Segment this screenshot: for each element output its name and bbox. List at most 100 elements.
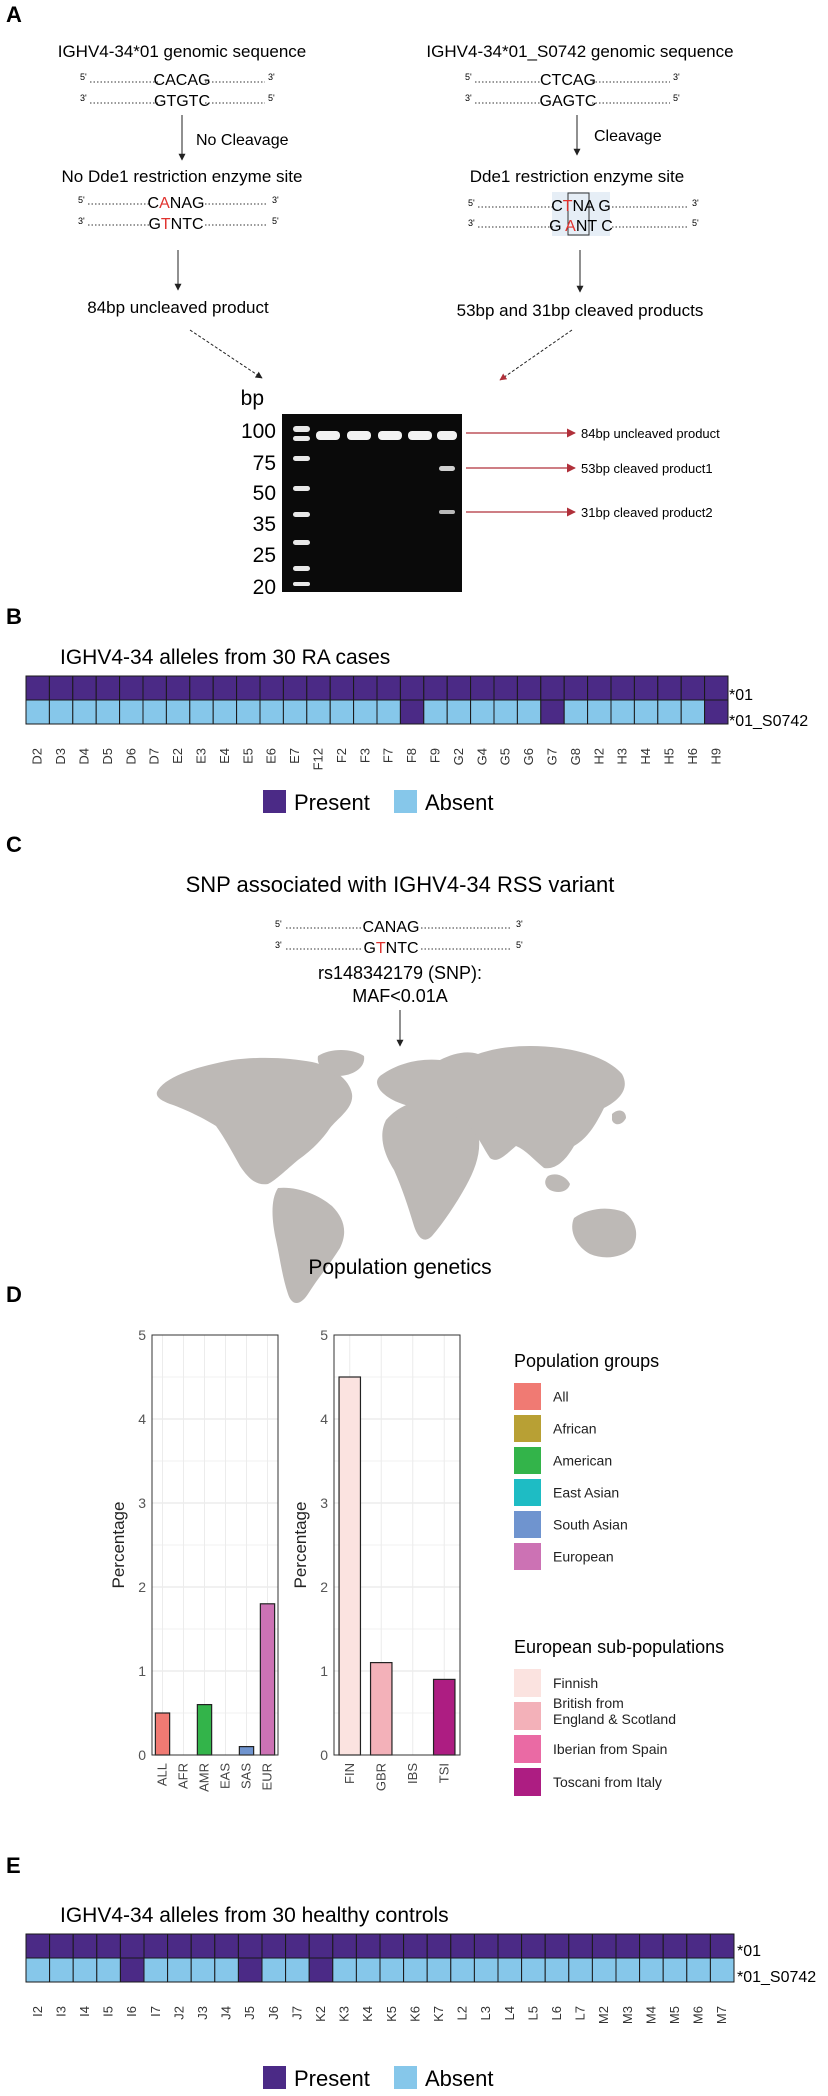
grid-column-label: G4 bbox=[474, 748, 489, 765]
sample-band-84bp bbox=[316, 431, 340, 440]
grid-column-label: E3 bbox=[194, 748, 209, 764]
legend-swatch bbox=[514, 1768, 541, 1796]
y-tick-label: 3 bbox=[320, 1495, 328, 1511]
gel-ladder-bands bbox=[293, 426, 310, 586]
world-map bbox=[156, 1046, 637, 1303]
right-arrow-label: Cleavage bbox=[594, 128, 662, 145]
y-tick-label: 1 bbox=[138, 1663, 146, 1679]
grid-cell-01 bbox=[544, 1933, 570, 1959]
grid-cell-01 bbox=[212, 675, 238, 701]
grid-cell-s0742 bbox=[119, 699, 144, 725]
row-label-01: *01 bbox=[729, 687, 753, 704]
legend-label: England & Scotland bbox=[553, 1711, 676, 1727]
grid-column-label: L7 bbox=[573, 2006, 588, 2020]
panel-b-label: B bbox=[6, 604, 22, 629]
grid-cell-01 bbox=[329, 675, 355, 701]
grid-cell-01 bbox=[259, 675, 284, 701]
grid-cell-s0742 bbox=[259, 699, 284, 725]
sample-band-84bp bbox=[408, 431, 432, 440]
legend-swatch-present-e bbox=[263, 2066, 286, 2089]
gel-annotation: 53bp cleaved product1 bbox=[581, 461, 713, 476]
panel-a-label: A bbox=[6, 2, 22, 27]
legend-absent-label: Absent bbox=[425, 790, 494, 815]
right-product: 53bp and 31bp cleaved products bbox=[457, 301, 704, 320]
panel-e-label: E bbox=[6, 1853, 21, 1878]
row-label-01-e: *01 bbox=[737, 1943, 761, 1960]
grid-cell-01 bbox=[143, 1933, 169, 1959]
x-tick-label: FIN bbox=[342, 1763, 357, 1784]
legend-swatch bbox=[514, 1735, 541, 1763]
grid-cell-s0742 bbox=[189, 699, 214, 725]
grid-cell-01 bbox=[497, 1933, 523, 1959]
grid-cell-01 bbox=[516, 675, 542, 701]
gel-annotation: 84bp uncleaved product bbox=[581, 426, 720, 441]
grid-cell-01 bbox=[403, 1933, 428, 1959]
grid-column-label: H9 bbox=[708, 748, 723, 765]
grid-column-label: G8 bbox=[568, 748, 583, 765]
y-tick-label: 5 bbox=[320, 1327, 328, 1343]
grid-column-label: E6 bbox=[264, 748, 279, 764]
left-site-prime-5: 5' bbox=[78, 195, 85, 205]
grid-cell-01 bbox=[214, 1933, 239, 1959]
grid-cell-s0742 bbox=[285, 1957, 310, 1983]
grid-column-label: E4 bbox=[217, 748, 232, 764]
grid-cell-01 bbox=[190, 1933, 216, 1959]
grid-column-label: E7 bbox=[287, 748, 302, 764]
legend-swatch bbox=[514, 1415, 541, 1442]
grid-column-label: F9 bbox=[428, 748, 443, 763]
legend-label: Iberian from Spain bbox=[553, 1741, 667, 1757]
grid-column-label: D7 bbox=[147, 748, 162, 765]
grid-column-label: D2 bbox=[30, 748, 45, 765]
grid-cell-s0742 bbox=[662, 1957, 688, 1983]
grid-cell-01 bbox=[610, 675, 635, 701]
ladder-band bbox=[293, 456, 310, 461]
grid-cell-s0742 bbox=[379, 1957, 405, 1983]
grid-cell-s0742 bbox=[353, 699, 378, 725]
sample-band-31bp bbox=[439, 510, 455, 514]
right-site-top: CTNA G bbox=[551, 198, 611, 215]
greenland bbox=[317, 1050, 365, 1076]
grid-cell-s0742 bbox=[493, 699, 518, 725]
left-site-prime-3b: 3' bbox=[78, 216, 85, 226]
grid-cell-s0742 bbox=[591, 1957, 617, 1983]
legend-label: Toscani from Italy bbox=[553, 1774, 662, 1790]
grid-cell-01 bbox=[568, 1933, 593, 1959]
right-prime-3-top: 3' bbox=[673, 72, 680, 82]
panel-d-label: D bbox=[6, 1282, 22, 1307]
grid-cell-s0742 bbox=[450, 1957, 475, 1983]
panel-a-right: IGHV4-34*01_S0742 genomic sequence 5' CT… bbox=[426, 42, 734, 381]
grid-cell-01 bbox=[332, 1933, 357, 1959]
sample-band-84bp bbox=[347, 431, 371, 440]
panel-e: E IGHV4-34 alleles from 30 healthy contr… bbox=[6, 1853, 816, 2091]
grid-cell-s0742 bbox=[446, 699, 472, 725]
ladder-label: 35 bbox=[253, 513, 276, 536]
grid-column-label: M3 bbox=[620, 2006, 635, 2024]
grid-cell-01 bbox=[165, 675, 191, 701]
grid-cell-s0742 bbox=[261, 1957, 287, 1983]
grid-column-label: K2 bbox=[313, 2006, 328, 2022]
africa bbox=[382, 1099, 480, 1240]
y-tick-label: 0 bbox=[138, 1747, 146, 1763]
grid-cell-01 bbox=[119, 675, 144, 701]
grid-cell-s0742 bbox=[25, 699, 50, 725]
grid-cell-01 bbox=[450, 1933, 475, 1959]
left-prime-5-bottom: 5' bbox=[268, 93, 275, 103]
right-site-prime-3b: 3' bbox=[468, 218, 475, 228]
bar-sas bbox=[238, 1745, 255, 1756]
ladder-band bbox=[293, 436, 310, 441]
grid-cell-01 bbox=[423, 675, 448, 701]
y-axis-label: Percentage bbox=[109, 1502, 128, 1589]
gel-ladder-labels: 100 75 50 35 25 20 bbox=[241, 420, 276, 599]
grid-cell-01 bbox=[521, 1933, 546, 1959]
ladder-band bbox=[293, 486, 310, 491]
grid-column-label: G7 bbox=[545, 748, 560, 765]
allele-grid-controls: I2 I3 I4 I5 I6 I7 J2 J3 J4 J5 J6 J7 K2 K3 K4 K5 K6 K7 L2 L3… bbox=[25, 1933, 735, 2024]
grid-cell-01 bbox=[142, 675, 167, 701]
grid-cell-s0742 bbox=[403, 1957, 428, 1983]
gel-figure: bp 100 75 50 35 25 20 bbox=[241, 387, 721, 599]
grid-cell-s0742 bbox=[544, 1957, 570, 1983]
grid-cell-01 bbox=[591, 1933, 617, 1959]
c-prime-5-top: 5' bbox=[275, 919, 282, 929]
right-title: IGHV4-34*01_S0742 genomic sequence bbox=[426, 42, 733, 61]
grid-column-label: D6 bbox=[123, 748, 138, 765]
